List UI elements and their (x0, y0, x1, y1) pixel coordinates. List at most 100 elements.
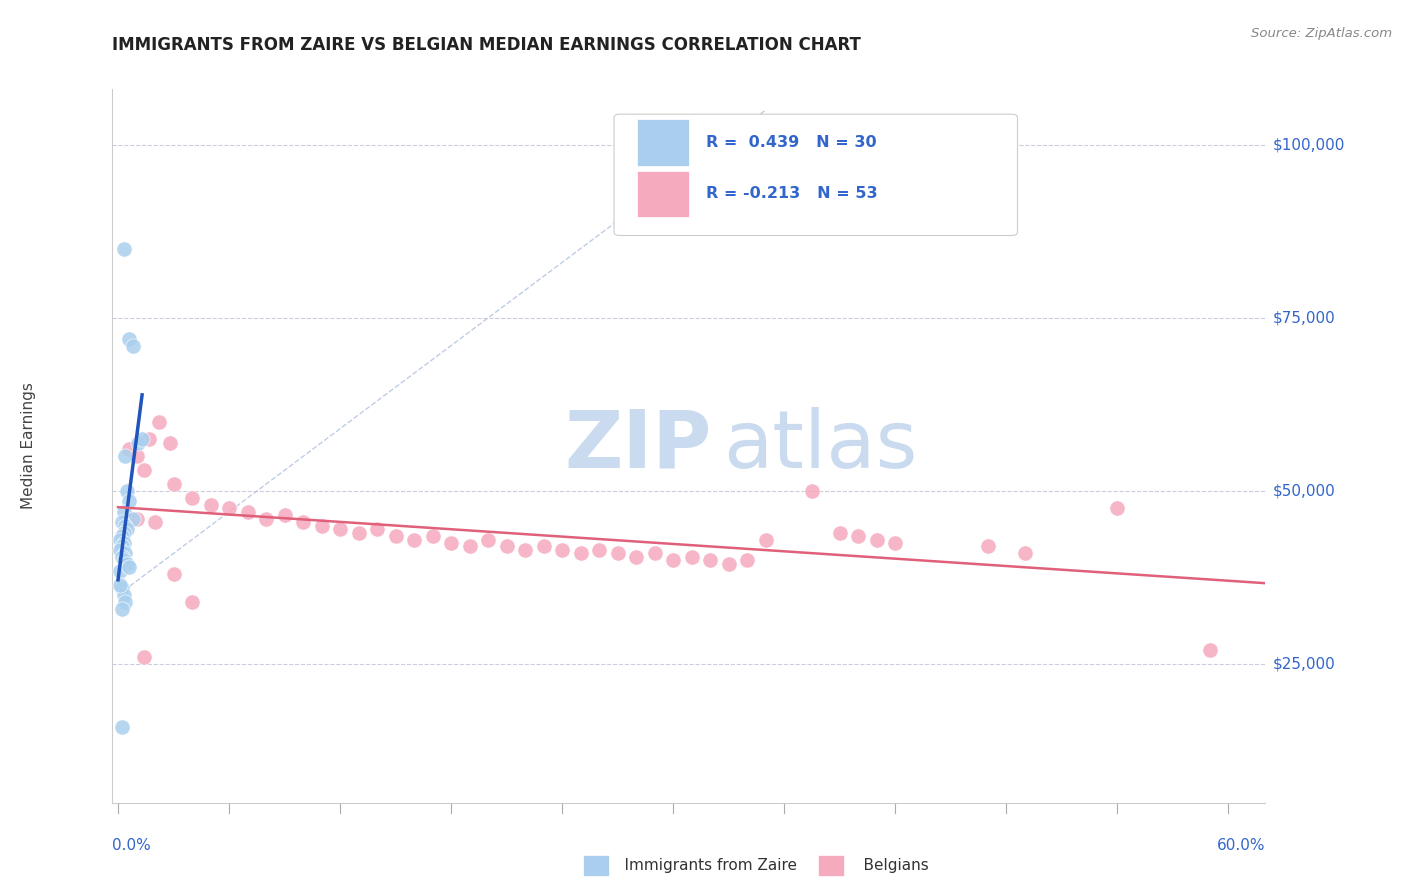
Point (551, 543, 574, 558)
Point (112, 536, 135, 550)
Point (846, 529, 869, 543)
Point (1014, 546, 1036, 560)
Point (114, 450, 136, 464)
Point (311, 518, 333, 533)
Point (440, 536, 463, 550)
Point (131, 432, 153, 446)
Point (533, 540, 555, 554)
Point (200, 498, 222, 512)
Text: 60.0%: 60.0% (1218, 838, 1265, 854)
Point (218, 501, 240, 516)
Point (329, 522, 352, 536)
Point (755, 533, 778, 547)
Point (112, 553, 135, 567)
Point (254, 512, 277, 526)
Point (117, 522, 139, 536)
Point (273, 508, 295, 523)
Point (717, 557, 740, 571)
Point (125, 450, 148, 464)
Point (735, 553, 758, 567)
Point (121, 338, 143, 352)
Point (884, 536, 907, 550)
Point (117, 483, 139, 498)
Point (118, 442, 141, 457)
Point (117, 557, 139, 571)
Point (132, 463, 155, 477)
Point (112, 242, 135, 256)
Point (606, 546, 628, 560)
Text: Belgians: Belgians (844, 858, 928, 872)
Point (404, 533, 426, 547)
Point (422, 529, 444, 543)
Point (292, 515, 315, 529)
Point (866, 533, 889, 547)
FancyBboxPatch shape (614, 114, 1018, 235)
Point (366, 522, 388, 536)
Point (111, 720, 134, 734)
Point (111, 529, 134, 543)
Point (112, 525, 135, 540)
Point (108, 533, 131, 547)
Point (111, 581, 134, 595)
Point (1199, 643, 1222, 657)
Point (114, 518, 136, 533)
Text: Immigrants from Zaire: Immigrants from Zaire (605, 858, 797, 872)
Point (111, 515, 134, 529)
Text: $50,000: $50,000 (1272, 483, 1336, 499)
Point (143, 515, 166, 529)
Point (384, 529, 406, 543)
Point (112, 505, 135, 519)
Point (162, 477, 184, 491)
Point (118, 332, 141, 346)
Text: $25,000: $25,000 (1272, 657, 1336, 672)
Point (114, 546, 136, 560)
Point (111, 602, 134, 616)
Point (644, 546, 666, 560)
Point (111, 540, 134, 554)
Point (495, 540, 517, 554)
Point (132, 650, 155, 665)
Point (108, 564, 131, 578)
Text: atlas: atlas (724, 407, 918, 485)
Point (588, 543, 610, 558)
Point (515, 543, 537, 558)
Point (569, 546, 592, 560)
Point (699, 553, 721, 567)
Point (148, 415, 170, 429)
Point (828, 525, 851, 540)
Point (112, 588, 135, 602)
Point (458, 540, 481, 554)
Text: $75,000: $75,000 (1272, 310, 1336, 326)
Text: IMMIGRANTS FROM ZAIRE VS BELGIAN MEDIAN EARNINGS CORRELATION CHART: IMMIGRANTS FROM ZAIRE VS BELGIAN MEDIAN … (112, 36, 862, 54)
Point (118, 494, 141, 508)
Point (138, 432, 160, 446)
Point (236, 505, 259, 519)
Text: ZIP: ZIP (565, 407, 711, 485)
Text: R =  0.439   N = 30: R = 0.439 N = 30 (706, 135, 877, 150)
Point (108, 543, 131, 558)
Text: $100,000: $100,000 (1272, 137, 1344, 153)
Point (181, 491, 204, 505)
Point (977, 540, 1000, 554)
Point (114, 595, 136, 609)
Text: 0.0%: 0.0% (112, 838, 152, 854)
Point (118, 560, 141, 574)
FancyBboxPatch shape (637, 170, 689, 217)
Point (1107, 501, 1129, 516)
Text: R = -0.213   N = 53: R = -0.213 N = 53 (706, 186, 877, 202)
Point (801, 483, 824, 498)
Text: Median Earnings: Median Earnings (21, 383, 35, 509)
Point (127, 435, 149, 450)
FancyBboxPatch shape (637, 120, 689, 166)
Point (108, 577, 131, 591)
Point (681, 549, 703, 564)
Point (477, 533, 499, 547)
Point (125, 512, 148, 526)
Point (162, 567, 184, 582)
Point (662, 553, 685, 567)
Point (181, 595, 204, 609)
Point (159, 435, 181, 450)
Point (347, 525, 370, 540)
Point (624, 549, 647, 564)
Point (111, 549, 134, 564)
